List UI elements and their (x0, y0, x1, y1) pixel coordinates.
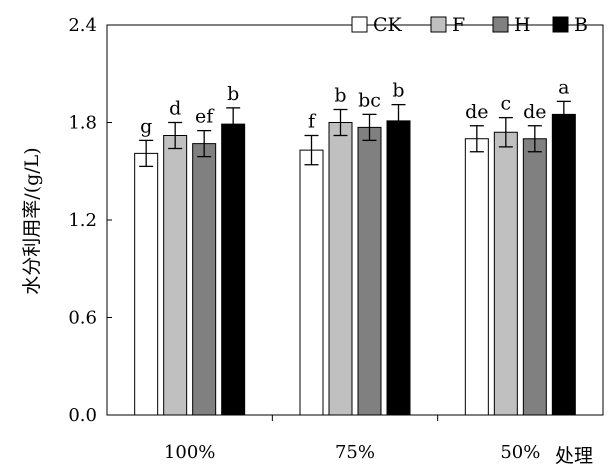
bar (328, 122, 353, 416)
bar (551, 113, 576, 416)
x-tick-label: 75% (335, 442, 375, 463)
significance-label: a (558, 76, 569, 98)
legend-swatch (430, 16, 447, 33)
significance-label: b (392, 80, 404, 102)
bar (163, 135, 188, 416)
significance-label: de (465, 101, 488, 123)
significance-label: de (523, 101, 546, 123)
y-tick-label: 0.6 (68, 308, 97, 329)
significance-label: f (308, 111, 317, 133)
legend-label: H (514, 14, 531, 36)
legend-label: F (452, 14, 465, 36)
y-tick-label: 1.2 (68, 210, 97, 231)
bar (357, 126, 382, 416)
significance-label: c (501, 93, 512, 115)
bar (299, 149, 324, 416)
significance-label: bc (358, 89, 381, 111)
significance-label: g (140, 115, 152, 137)
x-tick-label: 100% (164, 442, 215, 463)
significance-label: b (227, 83, 239, 105)
significance-label: d (169, 98, 181, 120)
bar (221, 123, 246, 416)
bar (192, 143, 217, 416)
legend-label: B (574, 14, 588, 36)
legend: CK F H B (351, 14, 588, 36)
y-axis-label: 水分利用率/(g/L) (21, 147, 43, 294)
bar (386, 120, 411, 416)
y-tick-label: 2.4 (68, 15, 97, 36)
y-tick-label: 0.0 (68, 405, 97, 426)
legend-label: CK (373, 14, 403, 36)
significance-label: b (334, 85, 346, 107)
legend-swatch (492, 16, 509, 33)
legend-swatch (351, 16, 368, 33)
bar (464, 138, 489, 416)
bar (493, 131, 518, 416)
bar (522, 138, 547, 416)
x-tick-label: 50% (500, 442, 540, 463)
significance-label: ef (195, 106, 215, 128)
bar (134, 152, 159, 416)
axes: 0.0 0.6 1.2 1.8 2.4 100% 75% 50% (68, 15, 604, 463)
x-axis-label: 处理 (555, 445, 593, 467)
legend-swatch (552, 16, 569, 33)
y-tick-label: 1.8 (68, 113, 97, 134)
